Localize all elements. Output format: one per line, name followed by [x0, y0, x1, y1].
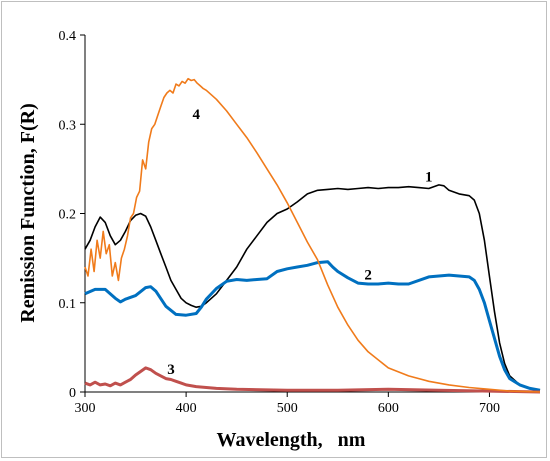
curve-label-4: 4: [192, 107, 200, 123]
y-ticks: 0 0.1 0.2 0.3 0.4: [59, 29, 85, 401]
curve-label-1: 1: [425, 169, 433, 185]
x-ticks: 300 400 500 600 700: [75, 392, 500, 416]
series-layer: [84, 77, 541, 394]
axes: [84, 35, 540, 393]
y-tick-label: 0: [69, 386, 76, 401]
y-tick-label: 0.4: [59, 29, 77, 44]
x-tick-label: 600: [378, 401, 399, 416]
y-tick-label: 0.2: [59, 208, 77, 223]
series-3-line: [84, 366, 541, 394]
x-axis-title: Wavelength, nm: [217, 429, 366, 451]
curve-label-3: 3: [167, 362, 175, 378]
y-tick-label: 0.3: [59, 118, 77, 133]
x-tick-label: 700: [479, 401, 500, 416]
series-1-line: [84, 184, 541, 391]
series-2-line: [84, 260, 541, 392]
series-4-line: [84, 77, 541, 393]
annotation-layer: 1 2 3 4: [167, 107, 432, 378]
y-tick-label: 0.1: [59, 297, 77, 312]
y-axis-title: Remission Function, F(R): [17, 103, 39, 322]
x-tick-label: 300: [75, 401, 96, 416]
x-tick-label: 400: [176, 401, 197, 416]
x-tick-label: 500: [277, 401, 298, 416]
curve-label-2: 2: [364, 268, 372, 284]
